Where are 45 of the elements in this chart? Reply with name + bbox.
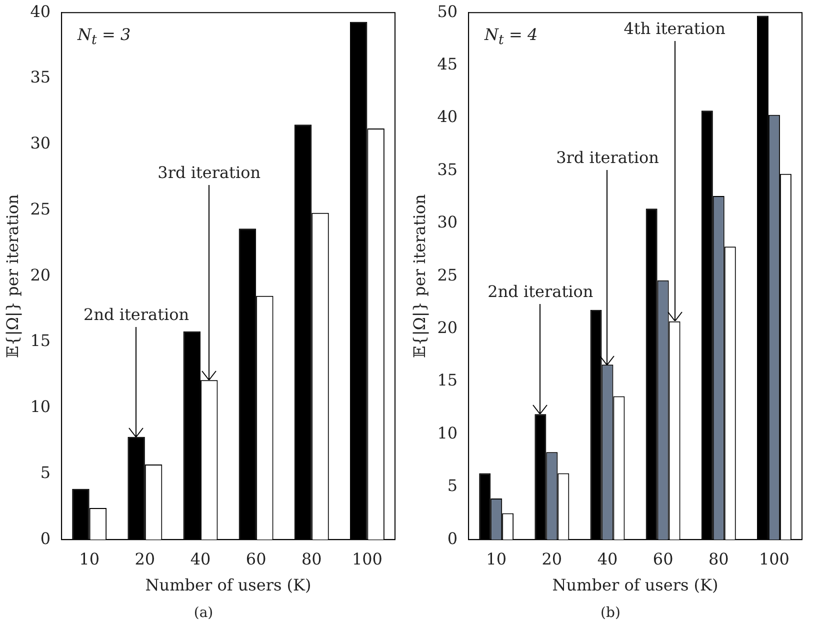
y-tick-label: 0 — [447, 528, 458, 548]
y-tick-label: 10 — [437, 423, 458, 442]
x-tick-label: 10 — [486, 549, 507, 568]
x-axis-title: Number of users (K) — [145, 576, 312, 595]
y-tick-label: 30 — [437, 212, 458, 232]
y-tick-label: 10 — [30, 397, 51, 416]
x-tick-label: 20 — [542, 549, 562, 568]
y-tick-label: 40 — [30, 2, 51, 21]
y-tick-label: 35 — [437, 160, 458, 179]
annotation: 3rd iteration — [158, 163, 261, 182]
y-tick-label: 25 — [437, 265, 458, 284]
y-tick-label: 25 — [30, 199, 51, 218]
x-tick-label: 40 — [597, 549, 618, 568]
x-tick-label: 80 — [708, 549, 729, 568]
annotation: 4th iteration — [624, 19, 726, 38]
y-tick-label: 40 — [437, 107, 458, 126]
y-tick-label: 15 — [437, 370, 458, 390]
y-tick-label: 15 — [30, 331, 51, 350]
y-axis-title: 𝔼{|Ω|} per iteration — [2, 194, 22, 358]
y-tick-label: 5 — [447, 476, 458, 496]
y-tick-label: 45 — [437, 54, 458, 74]
y-tick-label: 30 — [30, 134, 51, 153]
text: (b) — [600, 605, 622, 621]
x-tick-label: 60 — [246, 549, 266, 568]
text: (a) — [192, 605, 214, 621]
x-tick-label: 100 — [758, 549, 790, 568]
y-tick-label: 50 — [437, 2, 458, 21]
y-axis-title: 𝔼{|Ω|} per iteration — [410, 194, 429, 358]
x-axis-title: Number of users (K) — [552, 576, 718, 595]
x-tick-label: 40 — [190, 549, 211, 568]
x-tick-label: 60 — [652, 549, 674, 568]
y-tick-label: 5 — [40, 462, 51, 482]
annotation: 2nd iteration — [84, 304, 190, 324]
annotation: N$_{t}$ = 4 — [484, 24, 538, 48]
y-tick-label: 35 — [30, 68, 51, 87]
x-tick-label: 20 — [134, 549, 156, 568]
x-tick-label: 100 — [352, 549, 382, 568]
annotation: 2nd iteration — [488, 282, 594, 302]
annotation: N$_{t}$ = 3 — [78, 24, 131, 48]
x-tick-label: 80 — [301, 549, 322, 568]
y-tick-label: 20 — [437, 318, 458, 337]
x-tick-label: 10 — [79, 549, 100, 568]
annotation: 3rd iteration — [556, 148, 659, 167]
y-tick-label: 0 — [40, 528, 51, 548]
y-tick-label: 20 — [30, 265, 51, 284]
